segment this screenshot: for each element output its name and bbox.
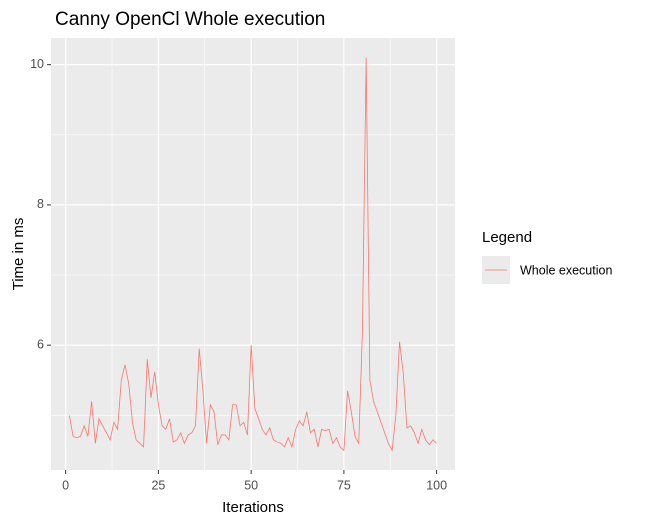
legend-title: Legend <box>482 229 532 246</box>
x-tick-label: 0 <box>62 478 69 492</box>
x-axis-label: Iterations <box>222 499 284 516</box>
y-axis-label: Time in ms <box>10 218 27 291</box>
x-tick-label: 50 <box>244 478 258 492</box>
y-tick-label: 10 <box>30 57 44 71</box>
chart-title: Canny OpenCl Whole execution <box>55 9 325 30</box>
y-tick-label: 6 <box>37 337 44 351</box>
legend-label: Whole execution <box>520 263 612 277</box>
x-tick-label: 75 <box>337 478 351 492</box>
x-tick-label: 25 <box>151 478 165 492</box>
panel <box>51 38 455 470</box>
x-tick-label: 100 <box>426 478 447 492</box>
data-line <box>68 57 437 452</box>
y-tick-label: 8 <box>37 197 44 211</box>
